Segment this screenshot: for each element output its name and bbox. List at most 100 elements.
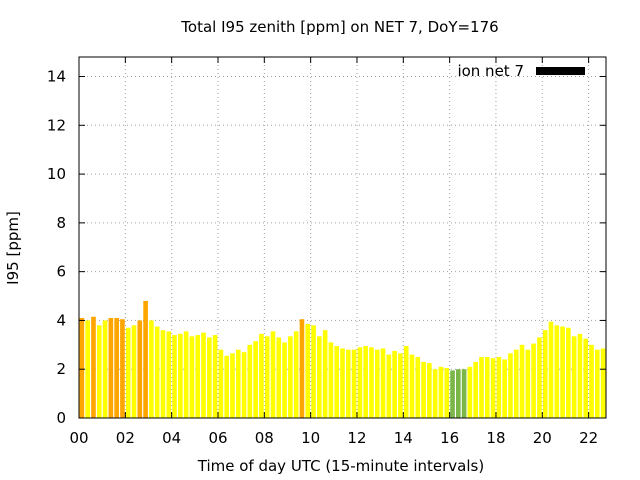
- bar: [479, 357, 484, 418]
- x-tick-label: 06: [208, 429, 227, 447]
- bar: [317, 336, 322, 418]
- bar: [589, 344, 594, 418]
- y-axis-label: I95 [ppm]: [4, 211, 22, 285]
- bar: [206, 337, 212, 418]
- bar: [166, 331, 172, 418]
- bar: [230, 353, 235, 418]
- bar: [566, 327, 571, 418]
- bar: [421, 361, 426, 418]
- bar: [299, 319, 305, 418]
- bar: [195, 335, 201, 418]
- bar: [571, 336, 577, 418]
- bar: [537, 337, 542, 418]
- y-tick-label: 0: [56, 409, 66, 427]
- bar: [276, 337, 282, 418]
- bar: [456, 369, 461, 418]
- x-axis-label: Time of day UTC (15-minute intervals): [197, 457, 484, 475]
- bar: [467, 366, 473, 418]
- bar: [508, 353, 513, 418]
- bar: [392, 350, 397, 418]
- bar: [102, 320, 108, 418]
- y-tick-label: 4: [56, 311, 66, 329]
- bar: [322, 330, 328, 418]
- bar: [525, 349, 531, 418]
- bar: [189, 336, 195, 418]
- x-tick-label: 04: [162, 429, 181, 447]
- bar: [398, 353, 403, 418]
- bar: [96, 325, 102, 418]
- bar: [432, 369, 438, 418]
- bar: [259, 333, 264, 418]
- x-tick-label: 00: [69, 429, 88, 447]
- bar: [374, 349, 380, 418]
- bar: [235, 349, 241, 418]
- bar: [91, 316, 96, 418]
- bar: [531, 343, 536, 418]
- bar: [595, 349, 600, 418]
- bar: [473, 361, 479, 418]
- bar: [444, 368, 450, 418]
- bar: [450, 370, 455, 418]
- y-tick-label: 10: [47, 165, 66, 183]
- bars: [79, 300, 606, 418]
- bar: [120, 319, 125, 418]
- bar: [114, 317, 119, 418]
- chart-title: Total I95 zenith [ppm] on NET 7, DoY=176: [180, 18, 498, 36]
- bar: [183, 331, 189, 418]
- bar: [345, 349, 351, 418]
- bar: [137, 320, 143, 418]
- bar: [247, 344, 253, 418]
- bar: [311, 325, 316, 418]
- bar: [160, 330, 166, 418]
- bar: [403, 346, 409, 418]
- x-tick-label: 08: [255, 429, 274, 447]
- bar: [264, 336, 270, 418]
- y-tick-label: 12: [47, 116, 66, 134]
- bar: [409, 354, 415, 418]
- x-tick-label: 18: [486, 429, 505, 447]
- y-tick-label: 8: [56, 214, 66, 232]
- bar: [334, 346, 340, 418]
- y-tick-label: 2: [56, 360, 66, 378]
- bar: [554, 325, 560, 418]
- x-tick-label: 20: [533, 429, 552, 447]
- x-tick-label: 12: [347, 429, 366, 447]
- bar: [172, 335, 177, 418]
- bar: [131, 325, 137, 418]
- y-tick-label: 14: [47, 68, 66, 86]
- bar: [305, 324, 311, 418]
- bar: [519, 344, 525, 418]
- bar: [288, 336, 293, 418]
- plot-frame: [78, 56, 607, 419]
- bar: [496, 357, 502, 418]
- x-tick-label: 22: [579, 429, 598, 447]
- bar: [108, 317, 114, 418]
- bar: [438, 366, 444, 418]
- bar: [513, 349, 519, 418]
- bar: [369, 347, 374, 418]
- bar: [427, 363, 432, 418]
- x-tick-label: 02: [116, 429, 135, 447]
- bar: [218, 349, 224, 418]
- x-tick-label: 10: [301, 429, 320, 447]
- bar: [600, 348, 606, 418]
- bar: [282, 342, 287, 418]
- bar: [386, 354, 392, 418]
- bar: [149, 320, 154, 418]
- bar: [484, 357, 490, 418]
- bar: [357, 347, 363, 418]
- bar: [340, 348, 345, 418]
- bar: [241, 352, 247, 418]
- bar: [490, 358, 496, 418]
- bar: [85, 320, 90, 418]
- grid: [79, 57, 606, 418]
- bar: [154, 326, 160, 418]
- bar: [502, 359, 507, 418]
- bar: [178, 333, 183, 418]
- bar: [415, 357, 421, 418]
- bar: [542, 330, 548, 418]
- bar: [253, 341, 258, 418]
- legend: ion net 7: [457, 62, 585, 80]
